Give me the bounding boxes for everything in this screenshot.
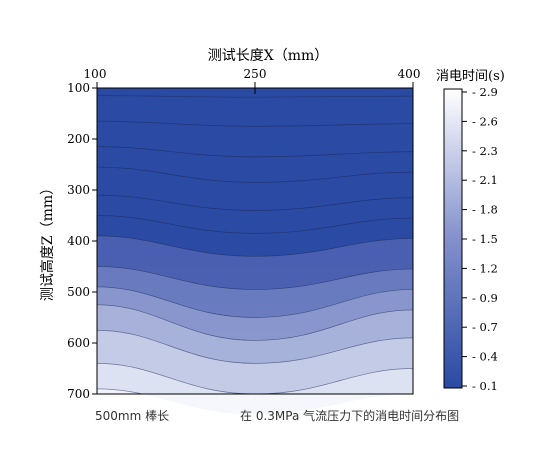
contour-band (97, 330, 413, 394)
contour-line (97, 120, 413, 127)
rod-length-note: 500mm 棒长 (95, 409, 169, 423)
field-fill (97, 235, 413, 415)
y-tick-label: 700 (67, 387, 90, 401)
contour-line (97, 146, 413, 158)
colorbar-tick-label: - 0.4 (472, 350, 498, 364)
contour-line (97, 329, 413, 364)
y-tick-label: 500 (67, 285, 90, 299)
contour-line (97, 95, 413, 98)
x-tick-label: 400 (398, 67, 421, 81)
y-tick-label: 400 (67, 234, 90, 248)
contour-lines (97, 95, 413, 394)
contour-line (97, 235, 413, 257)
colorbar-title: 消电时间(s) (436, 69, 505, 84)
colorbar-tick-label: - 2.3 (472, 144, 498, 158)
x-axis-ticks: 100 250 400 (84, 67, 421, 94)
y-axis-ticks: 100 200 300 400 500 600 700 (67, 81, 97, 401)
x-axis-label: 测试长度X（mm） (208, 48, 329, 64)
y-tick-label: 600 (67, 336, 90, 350)
colorbar-tick-label: - 0.9 (472, 291, 498, 305)
contour-line (97, 266, 413, 290)
colorbar (443, 88, 463, 389)
colorbar-ticks: - 2.9 - 2.6 - 2.3 - 2.1 - 1.8 - 1.5 - 1.2 - 0.9… (462, 85, 498, 393)
x-tick-label: 250 (244, 67, 267, 81)
y-tick-label: 200 (67, 132, 90, 146)
contour-line (97, 166, 413, 183)
colorbar-tick-label: - 0.1 (472, 379, 498, 393)
contour-line (97, 194, 413, 211)
contour-line (97, 215, 413, 234)
colorbar-tick-label: - 1.8 (472, 203, 498, 217)
colorbar-tick-label: - 2.9 (472, 85, 498, 99)
colorbar-tick-label: - 0.7 (472, 320, 498, 334)
chart-caption: 在 0.3MPa 气流压力下的消电时间分布图 (240, 408, 459, 423)
y-tick-label: 300 (67, 183, 90, 197)
contour-band (97, 363, 413, 394)
contour-line (97, 304, 413, 341)
contour-line (97, 286, 413, 318)
colorbar-tick-label: - 2.6 (472, 114, 498, 128)
y-axis-label: 测试高度Z（mm） (39, 181, 56, 301)
colorbar-tick-label: - 2.1 (472, 173, 498, 187)
contour-band (97, 388, 413, 415)
colorbar-tick-label: - 1.5 (472, 232, 498, 246)
x-tick-label: 100 (84, 67, 107, 81)
colorbar-tick-label: - 1.2 (472, 261, 498, 275)
y-tick-label: 100 (67, 81, 90, 95)
